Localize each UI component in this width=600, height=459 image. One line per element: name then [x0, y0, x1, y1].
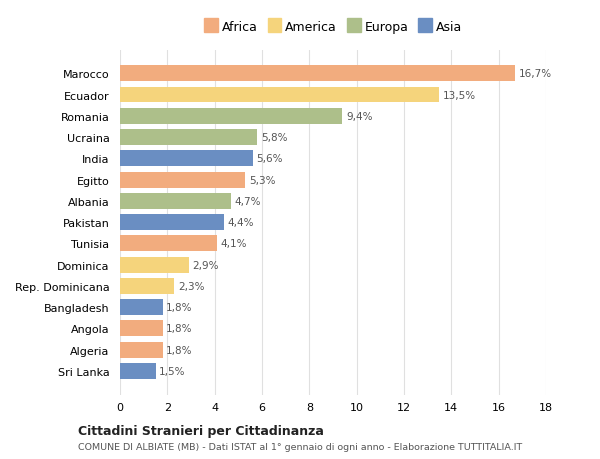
Text: 1,8%: 1,8% [166, 324, 193, 334]
Bar [120, 215, 224, 230]
Text: 4,1%: 4,1% [221, 239, 247, 249]
Bar [120, 342, 163, 358]
Text: 16,7%: 16,7% [519, 69, 552, 79]
Text: 1,8%: 1,8% [166, 345, 193, 355]
Bar [120, 278, 175, 294]
Bar [120, 257, 188, 273]
Text: 4,4%: 4,4% [227, 218, 254, 228]
Text: 1,5%: 1,5% [159, 366, 185, 376]
Text: 5,3%: 5,3% [249, 175, 275, 185]
Bar [120, 66, 515, 82]
Text: 2,9%: 2,9% [192, 260, 218, 270]
Legend: Africa, America, Europa, Asia: Africa, America, Europa, Asia [202, 19, 464, 37]
Text: 2,3%: 2,3% [178, 281, 205, 291]
Text: 1,8%: 1,8% [166, 302, 193, 313]
Bar [120, 300, 163, 315]
Bar [120, 193, 231, 209]
Bar [120, 321, 163, 336]
Text: 5,8%: 5,8% [261, 133, 287, 143]
Text: 5,6%: 5,6% [256, 154, 283, 164]
Text: COMUNE DI ALBIATE (MB) - Dati ISTAT al 1° gennaio di ogni anno - Elaborazione TU: COMUNE DI ALBIATE (MB) - Dati ISTAT al 1… [78, 442, 522, 451]
Bar [120, 87, 439, 103]
Bar [120, 130, 257, 146]
Bar [120, 363, 155, 379]
Text: Cittadini Stranieri per Cittadinanza: Cittadini Stranieri per Cittadinanza [78, 425, 324, 437]
Text: 9,4%: 9,4% [346, 112, 373, 122]
Bar [120, 109, 343, 124]
Text: 13,5%: 13,5% [443, 90, 476, 101]
Text: 4,7%: 4,7% [235, 196, 261, 207]
Bar [120, 236, 217, 252]
Bar [120, 151, 253, 167]
Bar [120, 172, 245, 188]
